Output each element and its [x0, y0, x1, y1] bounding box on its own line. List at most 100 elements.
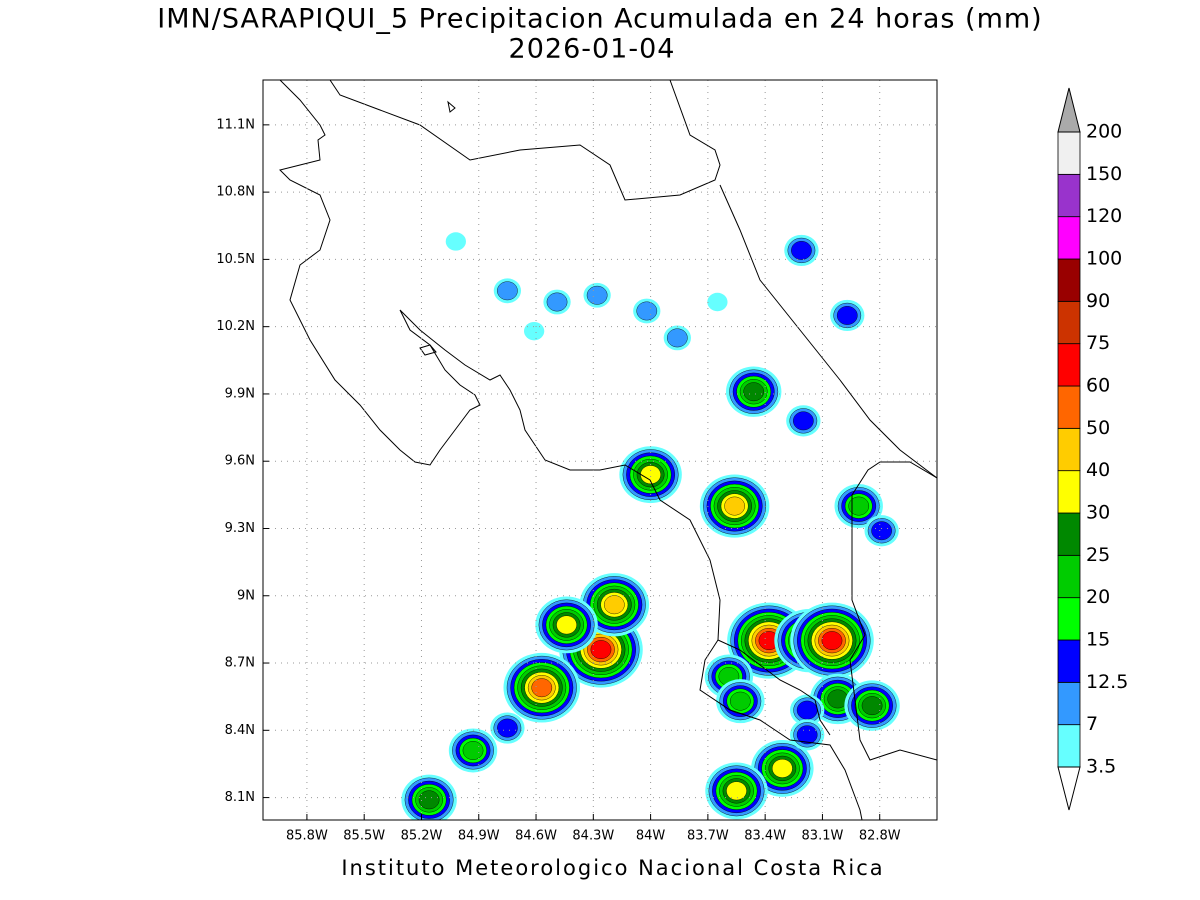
x-tick-label: 85.2W [401, 829, 443, 844]
colorbar-under [1057, 766, 1081, 811]
axes: 85.8W 85.5W 85.2W 84.9W 84.6W 84.3W 84W 83.7W 83… [216, 80, 937, 844]
coastline [279, 80, 863, 820]
colorbar-swatch [1057, 131, 1081, 175]
lake-shore [329, 80, 721, 201]
x-tick-label: 85.8W [286, 829, 328, 844]
precip-cell [524, 321, 545, 341]
colorbar-swatch [1057, 173, 1081, 218]
panama-border [849, 461, 937, 761]
colorbar-label: 3.5 [1086, 756, 1116, 778]
colorbar-swatch [1057, 300, 1081, 345]
y-tick-label: 8.4N [225, 723, 255, 738]
precip-cell [821, 631, 843, 651]
precip-cell [836, 306, 858, 325]
precip-cell [730, 691, 751, 711]
colorbar-swatch [1057, 639, 1081, 683]
y-tick-label: 10.8N [216, 185, 255, 200]
colorbar-swatch [1057, 216, 1081, 260]
colorbar-swatch [1057, 597, 1081, 641]
precip-cell [796, 725, 818, 745]
colorbar-swatch [1057, 470, 1081, 514]
colorbar-label: 60 [1086, 375, 1110, 397]
colorbar-label: 150 [1086, 163, 1122, 185]
caribbean-coast [719, 184, 937, 479]
colorbar-swatch [1057, 427, 1081, 472]
colorbar-label: 12.5 [1086, 671, 1128, 693]
map-frame [262, 79, 938, 821]
osa-peninsula [717, 639, 831, 736]
y-tick-label: 9.6N [225, 454, 255, 469]
y-tick-label: 9.9N [225, 386, 255, 401]
x-tick-label: 84.9W [458, 829, 500, 844]
island [447, 100, 456, 113]
colorbar-label: 50 [1086, 417, 1110, 439]
x-tick-label: 84W [636, 829, 666, 844]
colorbar-label: 15 [1086, 629, 1110, 651]
subtitle: 2026-01-04 [509, 34, 676, 65]
title: IMN/SARAPIQUI_5 Precipitacion Acumulada … [157, 4, 1042, 35]
colorbar-label: 120 [1086, 205, 1122, 227]
precip-layer [401, 232, 900, 820]
colorbar-label: 100 [1086, 248, 1122, 270]
precip-cell [497, 718, 518, 738]
colorbar-label: 90 [1086, 290, 1110, 312]
precip-cell [861, 696, 883, 716]
y-tick-label: 10.2N [216, 319, 255, 334]
precip-cell [590, 640, 612, 659]
precip-cell [724, 496, 745, 516]
x-tick-label: 82.8W [859, 829, 901, 844]
x-tick-label: 85.5W [343, 829, 385, 844]
precip-cell [604, 595, 625, 615]
x-tick-label: 83.7W [687, 829, 729, 844]
y-tick-label: 11.1N [216, 117, 255, 132]
y-tick-label: 9.3N [225, 521, 255, 536]
precip-cell [726, 781, 747, 801]
precip-cell [793, 411, 814, 431]
precip-cell [636, 301, 658, 321]
colorbar-label: 200 [1086, 121, 1122, 143]
colorbar-label: 25 [1086, 544, 1110, 566]
precip-cell [871, 521, 892, 541]
precip-cell [497, 281, 518, 301]
y-tick-label: 8.1N [225, 790, 255, 805]
x-tick-label: 84.6W [515, 829, 557, 844]
colorbar-label: 75 [1086, 332, 1110, 354]
precip-cell [772, 759, 793, 778]
x-tick-label: 83.4W [744, 829, 786, 844]
y-tick-label: 10.5N [216, 252, 255, 267]
precip-cell [743, 382, 765, 402]
precip-cell [418, 790, 440, 810]
y-tick-label: 8.7N [225, 656, 255, 671]
colorbar-label: 40 [1086, 459, 1110, 481]
coastlines [279, 80, 937, 820]
precip-cell [791, 241, 812, 260]
precip-cell [445, 232, 466, 251]
colorbar-swatch [1057, 512, 1081, 556]
colorbar-swatch [1057, 554, 1081, 599]
island [419, 344, 437, 356]
colorbar-swatch [1057, 258, 1081, 302]
precip-cell [848, 496, 870, 516]
colorbar-swatch [1057, 385, 1081, 429]
precip-cell [462, 741, 484, 760]
colorbar-label: 30 [1086, 502, 1110, 524]
colorbar-swatch [1057, 681, 1081, 726]
precip-cell [796, 700, 818, 720]
colorbar-label: 20 [1086, 586, 1110, 608]
footer: Instituto Meteorologico Nacional Costa R… [341, 856, 884, 880]
colorbar-swatch [1057, 343, 1081, 387]
precip-cell [707, 292, 728, 312]
colorbar-over [1057, 87, 1081, 133]
precip-cell [546, 292, 568, 312]
precip-cell [667, 328, 688, 348]
precip-cell [556, 615, 577, 635]
colorbar-swatch [1057, 724, 1081, 768]
precip-cell [531, 678, 553, 698]
colorbar-label: 7 [1086, 713, 1098, 735]
x-tick-label: 84.3W [572, 829, 614, 844]
precip-cell [586, 285, 608, 305]
y-tick-label: 9N [237, 588, 255, 603]
colorbar: 3.5 7 12.5 15 20 25 30 40 50 60 75 90 100 120 150 200 [1057, 87, 1128, 811]
x-tick-label: 83.1W [802, 829, 844, 844]
